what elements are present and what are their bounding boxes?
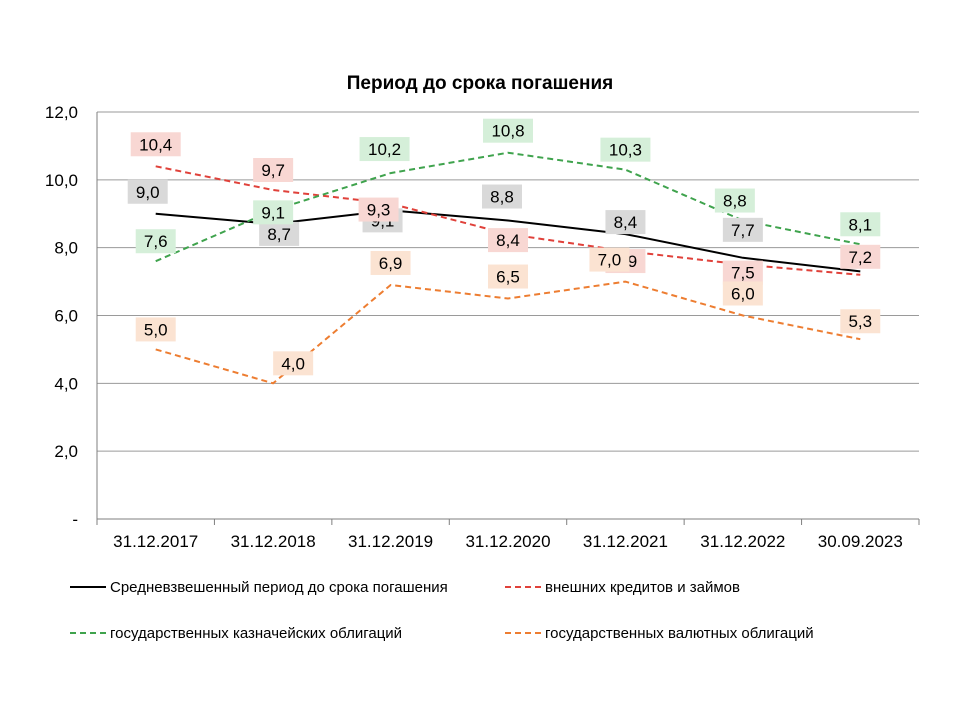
axes: - 2,0 4,0 6,0 8,0 10,0 12,0 31.12.2017 31.12.201… — [45, 103, 920, 551]
x-tick-label: 31.12.2018 — [231, 532, 316, 551]
legend: Средневзвешенный период до срока погашен… — [70, 579, 814, 642]
legend-entry: внешних кредитов и займов — [545, 579, 740, 596]
y-tick-label: 12,0 — [45, 103, 78, 122]
data-label-box — [722, 217, 763, 242]
data-label-box — [482, 184, 522, 209]
x-tick-label: 31.12.2020 — [465, 532, 550, 551]
x-tick-label: 31.12.2017 — [113, 532, 198, 551]
data-label-box — [259, 221, 300, 246]
data-label: 9,1 — [261, 203, 285, 222]
y-tick-label: 8,0 — [54, 239, 78, 258]
x-tick-label: 31.12.2019 — [348, 532, 433, 551]
data-label-box — [273, 351, 314, 376]
data-label-box — [840, 309, 881, 334]
y-tick-label: 4,0 — [54, 374, 78, 393]
data-label-box — [253, 200, 294, 225]
series-line-3 — [155, 280, 861, 385]
data-label: 8,7 — [267, 225, 291, 244]
data-label-box — [840, 244, 881, 269]
data-labels: 9,08,79,18,88,47,710,49,79,38,47,97,57,2… — [127, 118, 881, 376]
data-label: 10,8 — [491, 122, 524, 141]
data-label: 7,0 — [598, 251, 622, 270]
data-label-box — [483, 118, 533, 143]
data-label-box — [127, 179, 168, 204]
data-label: 7,2 — [848, 248, 872, 267]
x-tick-label: 31.12.2021 — [583, 532, 668, 551]
data-label-box — [714, 188, 755, 213]
data-label: 8,4 — [614, 213, 638, 232]
data-label-box — [253, 158, 294, 183]
data-label-box — [135, 317, 176, 342]
data-label-box — [135, 229, 176, 254]
x-tick-label: 30.09.2023 — [818, 532, 903, 551]
data-label-box — [130, 132, 181, 157]
chart-title: Период до срока погашения — [347, 73, 614, 94]
data-label: 8,8 — [723, 192, 747, 211]
data-label-box — [358, 197, 399, 222]
data-label: 10,3 — [609, 141, 642, 160]
data-label-box — [589, 247, 630, 272]
data-label: 8,8 — [490, 188, 514, 207]
data-label: 6,9 — [379, 254, 403, 273]
data-label-box — [840, 212, 881, 237]
data-label: 9,0 — [136, 183, 160, 202]
legend-entry: государственных казначейских облигаций — [110, 625, 402, 642]
data-label: 8,4 — [496, 231, 520, 250]
data-label: 9,3 — [367, 201, 391, 220]
data-label: 5,0 — [144, 320, 168, 339]
data-label: 6,0 — [731, 285, 755, 304]
y-tick-label: 6,0 — [54, 307, 78, 326]
data-label-box — [370, 250, 411, 275]
data-label-box — [722, 260, 763, 285]
legend-entry: государственных валютных облигаций — [545, 625, 814, 642]
data-label: 7,7 — [731, 221, 755, 240]
data-label: 10,4 — [139, 135, 172, 154]
data-label-box — [488, 264, 528, 289]
y-tick-label: 2,0 — [54, 442, 78, 461]
data-label: 7,5 — [731, 264, 755, 283]
y-tick-label: - — [72, 510, 78, 529]
legend-entry: Средневзвешенный период до срока погашен… — [110, 579, 448, 596]
y-tick-label: 10,0 — [45, 171, 78, 190]
data-label-box — [722, 281, 763, 306]
data-label: 6,5 — [496, 268, 520, 287]
grid-lines — [97, 111, 919, 452]
data-label: 10,2 — [368, 140, 401, 159]
data-label: 9,7 — [261, 161, 285, 180]
data-label: 7,6 — [144, 232, 168, 251]
data-label-box — [359, 137, 410, 162]
data-label-box — [488, 228, 528, 253]
series-line-2 — [155, 151, 861, 263]
data-label-box — [600, 137, 651, 162]
data-label-box — [605, 210, 646, 235]
x-tick-label: 31.12.2022 — [700, 532, 785, 551]
data-label: 4,0 — [281, 354, 305, 373]
data-label: 5,3 — [848, 312, 872, 331]
data-label: 8,1 — [848, 215, 872, 234]
